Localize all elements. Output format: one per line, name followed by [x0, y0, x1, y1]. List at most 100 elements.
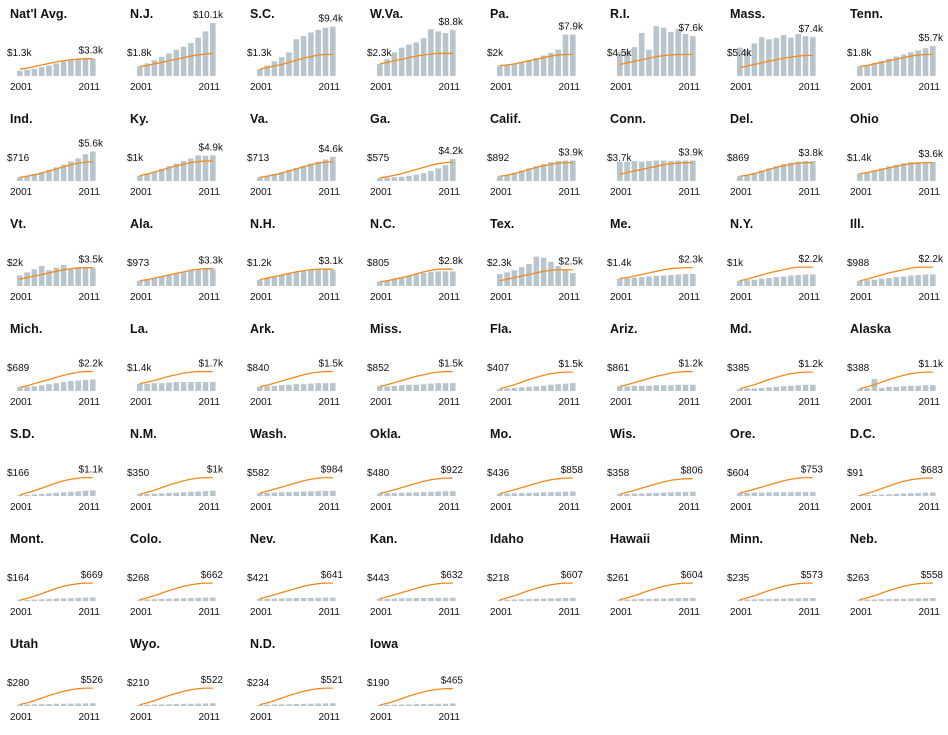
- panel-plot: $1.4k $3.6k 2001 2011: [847, 149, 944, 198]
- x-end-label: 2011: [558, 397, 580, 408]
- chart-panel: Nat'l Avg. $1.3k $3.3k 2001 2011: [0, 0, 120, 105]
- bar: [166, 53, 172, 76]
- chart-panel: Tex. $2.3k $2.5k 2001 2011: [480, 210, 600, 315]
- chart-panel: Wis. $358 $806 2001 2011: [600, 420, 720, 525]
- panel-title: Wis.: [610, 427, 636, 441]
- x-start-label: 2001: [610, 292, 633, 303]
- bar: [173, 598, 180, 601]
- trend-line: [619, 478, 693, 495]
- bar: [300, 703, 307, 706]
- panel-plot: $407 $1.5k 2001 2011: [487, 359, 584, 408]
- chart-panel: Utah $280 $526 2001 2011: [0, 630, 120, 735]
- x-end-label: 2011: [198, 502, 220, 513]
- bar: [857, 599, 863, 601]
- bar: [391, 493, 398, 496]
- panel-plot: $2.3k $8.8k 2001 2011: [367, 17, 464, 93]
- start-value-label: $480: [367, 468, 390, 479]
- start-value-label: $973: [127, 258, 150, 269]
- bar: [286, 492, 292, 496]
- bar: [810, 598, 816, 601]
- bar: [908, 275, 914, 286]
- bar: [257, 704, 263, 706]
- bar: [915, 162, 921, 181]
- bar: [922, 48, 929, 76]
- bar: [188, 270, 194, 286]
- bar: [744, 388, 750, 391]
- x-end-label: 2011: [798, 502, 820, 513]
- bar: [788, 492, 794, 496]
- start-value-label: $91: [847, 468, 864, 479]
- bar: [75, 703, 81, 706]
- bar: [264, 65, 270, 76]
- start-value-label: $861: [607, 363, 630, 374]
- end-value-label: $632: [441, 570, 464, 581]
- bar: [900, 493, 907, 496]
- bar: [668, 492, 674, 496]
- bar: [188, 598, 194, 601]
- start-value-label: $604: [727, 468, 750, 479]
- bar: [46, 169, 52, 181]
- x-start-label: 2001: [10, 187, 33, 198]
- bar: [377, 705, 383, 706]
- bar: [548, 162, 554, 181]
- bar: [158, 598, 165, 601]
- x-end-label: 2011: [78, 502, 100, 513]
- chart-panel: Me. $1.4k $2.3k 2001 2011: [600, 210, 720, 315]
- bar: [526, 60, 532, 76]
- bar: [442, 32, 449, 76]
- panel-title: Del.: [730, 112, 754, 126]
- chart-panel: Minn. $235 $573 2001 2011: [720, 525, 840, 630]
- bar: [442, 271, 449, 286]
- panel-title: S.D.: [10, 427, 35, 441]
- bar: [562, 160, 569, 181]
- bar: [17, 275, 23, 286]
- x-end-label: 2011: [798, 397, 820, 408]
- bar: [315, 383, 321, 391]
- bar: [144, 599, 150, 601]
- bar: [53, 492, 60, 496]
- bar: [878, 599, 885, 601]
- bar: [384, 177, 390, 181]
- bar: [308, 269, 314, 286]
- bar: [286, 52, 292, 76]
- bar: [38, 266, 45, 286]
- bar: [46, 65, 52, 76]
- bar: [624, 386, 630, 391]
- bar: [758, 599, 765, 601]
- bar: [413, 274, 420, 286]
- bar: [562, 597, 569, 601]
- trend-line: [379, 582, 453, 600]
- trend-line: [19, 266, 93, 280]
- bar: [53, 598, 60, 601]
- trend-line: [739, 161, 813, 177]
- panel-title: Ariz.: [610, 322, 638, 336]
- bar: [922, 274, 929, 286]
- bar: [631, 277, 638, 286]
- panel-title: Pa.: [490, 7, 510, 21]
- bar: [886, 386, 892, 391]
- trend-line: [859, 266, 933, 282]
- panel-plot: $805 $2.8k 2001 2011: [367, 256, 464, 303]
- panel-plot: $973 $3.3k 2001 2011: [127, 256, 224, 303]
- chart-panel: S.D. $166 $1.1k 2001 2011: [0, 420, 120, 525]
- panel-title: Ohio: [850, 112, 879, 126]
- bar: [398, 598, 405, 601]
- bar: [886, 494, 892, 496]
- bar: [293, 491, 300, 496]
- bar: [653, 598, 660, 601]
- start-value-label: $1.4k: [127, 363, 152, 374]
- x-start-label: 2001: [130, 502, 153, 513]
- bar: [788, 385, 794, 391]
- bar: [377, 598, 383, 601]
- panel-plot: $689 $2.2k 2001 2011: [7, 359, 104, 408]
- trend-line: [259, 160, 333, 178]
- end-value-label: $1.1k: [79, 465, 104, 476]
- bar: [751, 388, 758, 391]
- bar: [90, 267, 96, 286]
- bar: [915, 50, 921, 76]
- bar: [617, 599, 623, 601]
- bar: [173, 163, 180, 181]
- bar: [810, 492, 816, 496]
- x-start-label: 2001: [370, 607, 393, 618]
- start-value-label: $892: [487, 153, 510, 164]
